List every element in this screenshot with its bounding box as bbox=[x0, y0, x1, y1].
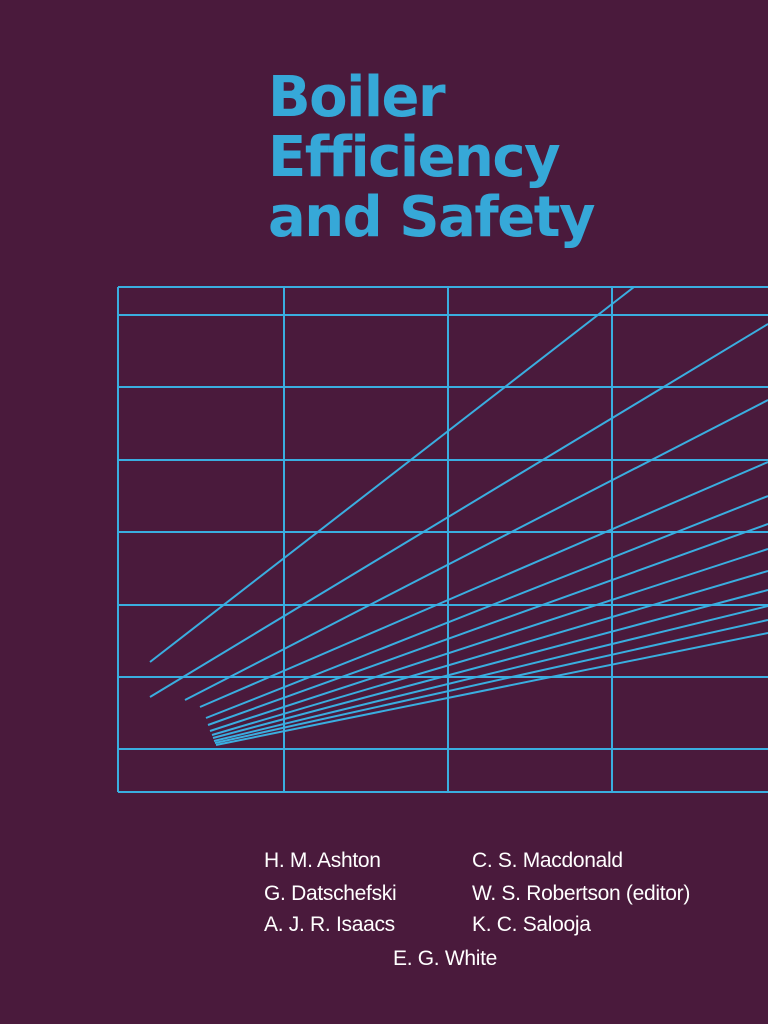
grid-fan-line bbox=[212, 589, 768, 739]
grid-fan-line bbox=[205, 495, 768, 719]
title-line-3: and Safety bbox=[268, 185, 595, 250]
grid-fan-line bbox=[184, 399, 768, 701]
title-line-1: Boiler bbox=[268, 65, 446, 130]
grid-fan-line bbox=[199, 461, 768, 708]
grid-fan-line bbox=[215, 632, 768, 746]
grid-fan-line bbox=[149, 323, 768, 698]
book-title: Boiler Efficiency and Safety bbox=[268, 65, 595, 250]
title-line-2: Efficiency bbox=[268, 125, 561, 190]
grid-fan-line bbox=[214, 619, 768, 744]
grid-fan-line bbox=[213, 605, 768, 742]
grid-fan-line bbox=[209, 548, 768, 732]
grid-fan-line bbox=[149, 286, 635, 663]
grid-fan-line bbox=[207, 523, 768, 726]
grid-fan-line bbox=[211, 570, 768, 736]
